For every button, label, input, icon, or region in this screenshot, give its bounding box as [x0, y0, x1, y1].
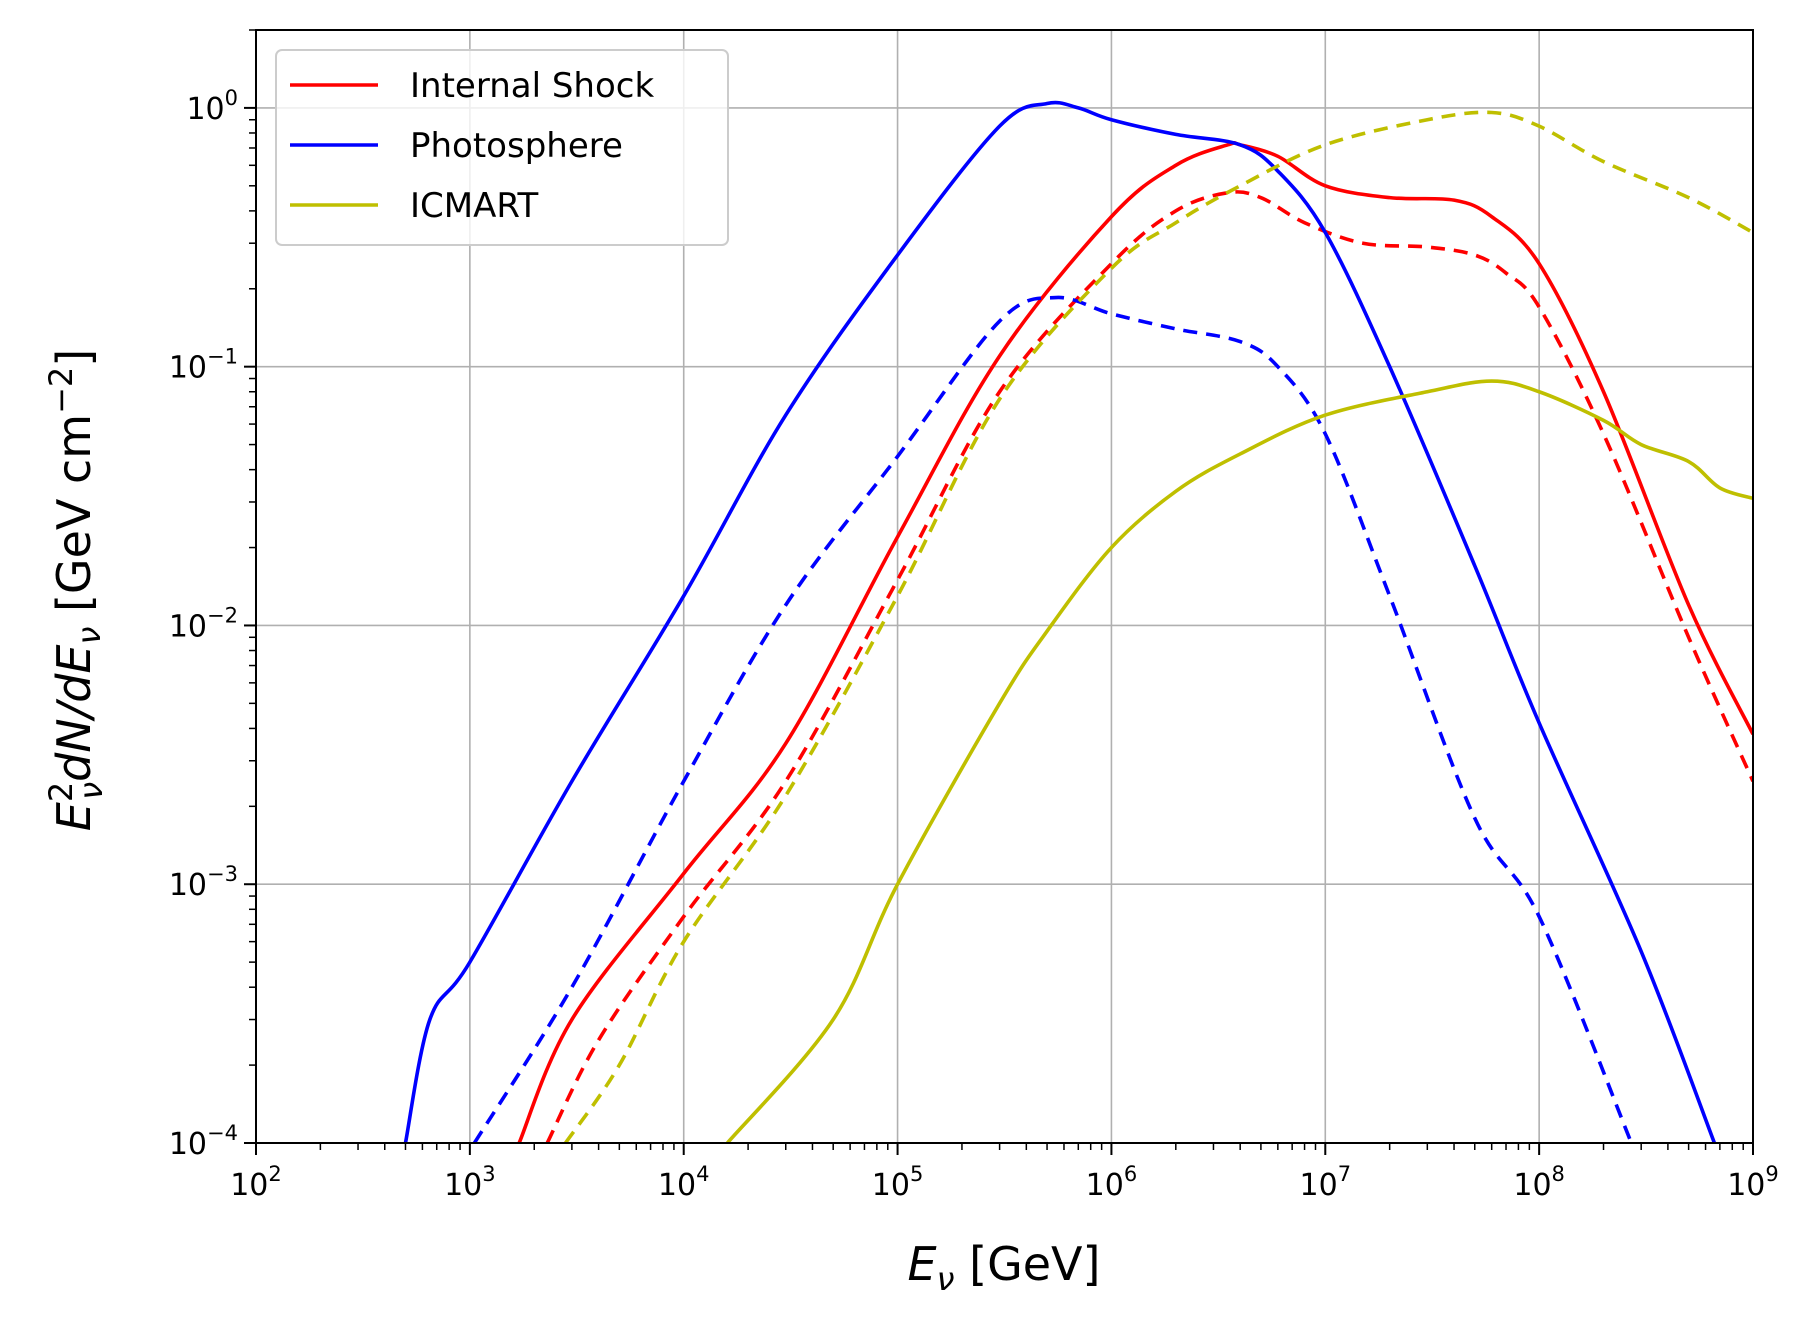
y-tick-exp: 0: [225, 86, 238, 110]
y-tick-exp: −4: [207, 1121, 238, 1145]
y-axis-title-mid: dN/dE: [47, 645, 101, 782]
legend-label-icmart: ICMART: [410, 186, 539, 226]
y-axis-title-unit-pre: [GeV cm: [47, 414, 101, 627]
x-axis-title-unit: [GeV]: [955, 1237, 1101, 1291]
x-tick-exp: 8: [1552, 1162, 1565, 1186]
y-tick-base: 10: [169, 1127, 207, 1162]
x-tick-exp: 6: [1124, 1162, 1137, 1186]
y-tick-label: 10−3: [169, 862, 238, 903]
x-tick-exp: 2: [268, 1162, 281, 1186]
legend: Internal Shock Photosphere ICMART: [275, 49, 729, 246]
y-tick-label: 10−1: [169, 345, 238, 386]
series-line-internal-shock-dashed: [545, 190, 1753, 1143]
x-axis-title: Eν [GeV]: [908, 1237, 1101, 1298]
x-axis-title-sub: ν: [937, 1260, 955, 1298]
x-tick-base: 10: [230, 1168, 268, 1203]
y-tick-base: 10: [169, 351, 207, 386]
legend-label-internal-shock: Internal Shock: [410, 66, 654, 106]
series-layer: [403, 100, 1753, 1143]
x-tick-exp: 9: [1765, 1162, 1778, 1186]
x-tick-label: 105: [872, 1162, 924, 1203]
series-line-icmart-dashed: [564, 110, 1753, 1143]
x-tick-exp: 5: [910, 1162, 923, 1186]
x-tick-label: 103: [444, 1162, 496, 1203]
x-tick-base: 10: [1086, 1168, 1124, 1203]
x-tick-labels: 102 103 104 105 106 107 108 109: [230, 1162, 1779, 1203]
x-tick-label: 109: [1727, 1162, 1779, 1203]
x-tick-base: 10: [444, 1168, 482, 1203]
legend-box: [275, 49, 729, 246]
y-axis-title-main: E: [47, 802, 101, 831]
series-line-icmart-solid: [726, 379, 1753, 1143]
y-tick-label: 10−4: [169, 1121, 238, 1162]
x-tick-label: 104: [658, 1162, 710, 1203]
y-tick-label: 100: [186, 86, 238, 127]
y-tick-base: 10: [169, 868, 207, 903]
x-tick-label: 102: [230, 1162, 282, 1203]
x-tick-base: 10: [1300, 1168, 1338, 1203]
x-tick-exp: 7: [1338, 1162, 1351, 1186]
x-tick-label: 108: [1513, 1162, 1565, 1203]
y-axis-title-unit-post: ]: [47, 349, 101, 367]
y-tick-exp: −1: [207, 345, 238, 369]
y-tick-exp: −2: [207, 603, 238, 627]
x-tick-base: 10: [658, 1168, 696, 1203]
y-axis-title-sup: 2: [42, 782, 80, 802]
y-axis-title-unit-exp: −2: [42, 367, 80, 414]
x-axis-title-main: E: [908, 1237, 937, 1291]
x-tick-exp: 3: [482, 1162, 495, 1186]
y-tick-base: 10: [169, 609, 207, 644]
plot-frame: [255, 29, 1754, 1144]
x-tick-exp: 4: [696, 1162, 709, 1186]
ticks: [244, 29, 1754, 1155]
y-axis-title-sub2: ν: [70, 627, 108, 645]
y-tick-base: 10: [186, 92, 224, 127]
legend-label-photosphere: Photosphere: [410, 126, 623, 166]
x-tick-base: 10: [1727, 1168, 1765, 1203]
y-tick-exp: −3: [207, 862, 238, 886]
y-tick-label: 10−2: [169, 603, 238, 644]
x-tick-label: 107: [1300, 1162, 1352, 1203]
series-line-photosphere-solid: [403, 100, 1717, 1143]
y-axis-title-sub: ν: [72, 782, 110, 800]
x-tick-base: 10: [1513, 1168, 1551, 1203]
x-tick-label: 106: [1086, 1162, 1138, 1203]
series-line-photosphere-dashed: [472, 295, 1634, 1143]
y-axis-title: E2νdN/dEν [GeV cm−2]: [42, 349, 110, 831]
series-line-internal-shock-solid: [517, 141, 1753, 1143]
x-tick-base: 10: [872, 1168, 910, 1203]
